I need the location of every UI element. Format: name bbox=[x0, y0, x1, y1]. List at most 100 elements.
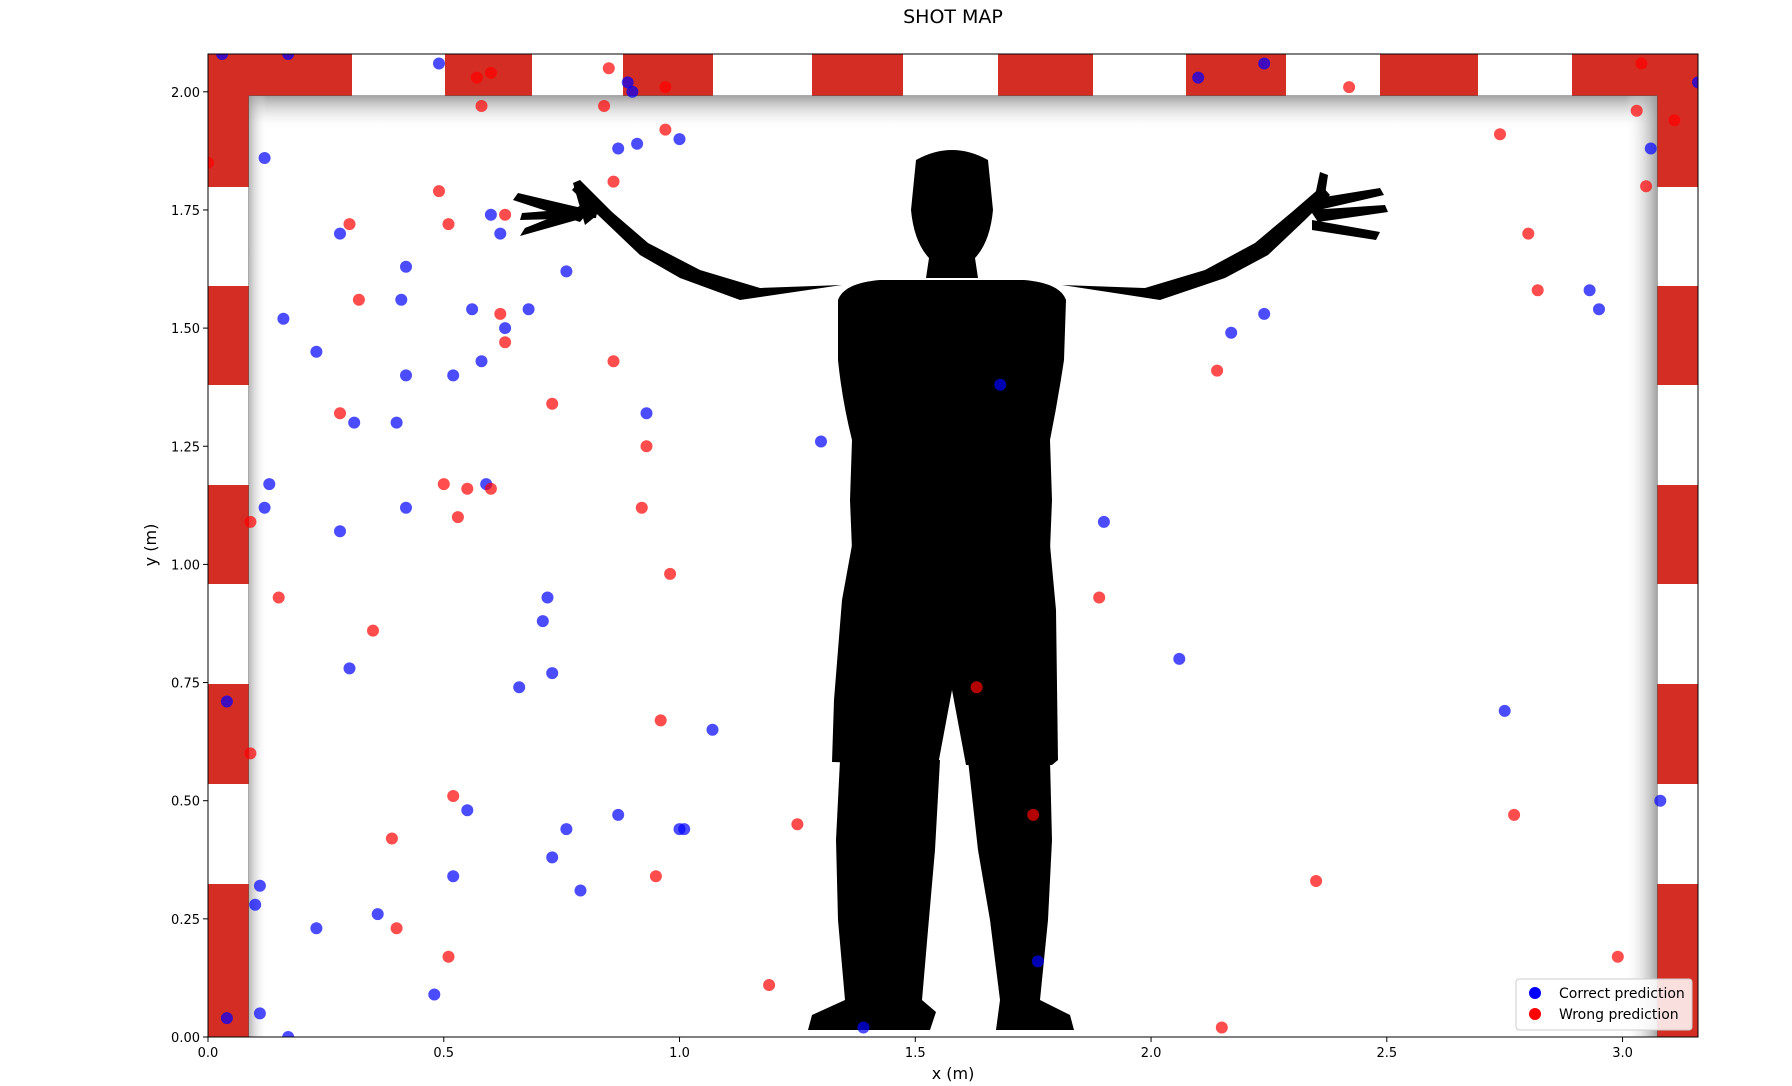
correct-prediction-point bbox=[277, 312, 290, 325]
wrong-prediction-point bbox=[1640, 180, 1653, 193]
x-tick-label: 1.0 bbox=[669, 1046, 690, 1061]
correct-prediction-point bbox=[220, 695, 233, 708]
wrong-prediction-point bbox=[334, 407, 346, 420]
correct-prediction-point bbox=[522, 303, 535, 316]
correct-prediction-point bbox=[994, 378, 1007, 391]
correct-prediction-point bbox=[371, 908, 384, 921]
wrong-prediction-point bbox=[640, 440, 653, 453]
correct-prediction-point bbox=[673, 133, 686, 146]
y-tick-label: 1.25 bbox=[171, 440, 200, 455]
legend-label-correct: Correct prediction bbox=[1559, 986, 1685, 1002]
wrong-prediction-point bbox=[1093, 591, 1106, 604]
x-tick-label: 3.0 bbox=[1612, 1046, 1633, 1061]
wrong-prediction-point bbox=[607, 355, 620, 368]
correct-prediction-point bbox=[612, 808, 625, 821]
wrong-prediction-point bbox=[343, 218, 356, 231]
wrong-prediction-point bbox=[1508, 808, 1521, 821]
x-axis-label: x (m) bbox=[932, 1064, 975, 1083]
correct-prediction-point bbox=[400, 501, 412, 514]
correct-prediction-point bbox=[626, 85, 639, 98]
correct-prediction-point bbox=[1258, 57, 1271, 70]
wrong-prediction-point bbox=[1635, 57, 1648, 70]
correct-prediction-point bbox=[494, 227, 507, 240]
wrong-prediction-point bbox=[763, 979, 776, 991]
wrong-prediction-point bbox=[499, 208, 512, 221]
wrong-prediction-point bbox=[1310, 875, 1323, 887]
wrong-prediction-point bbox=[437, 478, 450, 491]
correct-prediction-point bbox=[484, 208, 497, 221]
wrong-prediction-point bbox=[272, 591, 285, 604]
y-axis-label: y (m) bbox=[141, 524, 160, 567]
right-post-stripe bbox=[1657, 286, 1698, 385]
correct-prediction-point bbox=[334, 525, 346, 538]
crossbar-stripe bbox=[812, 54, 903, 96]
right-post-stripe bbox=[1657, 485, 1698, 584]
wrong-prediction-point bbox=[433, 185, 445, 198]
legend-label-wrong: Wrong prediction bbox=[1559, 1007, 1679, 1023]
correct-prediction-point bbox=[1225, 326, 1238, 339]
wrong-prediction-point bbox=[208, 156, 214, 169]
correct-prediction-point bbox=[282, 54, 295, 60]
correct-prediction-point bbox=[1031, 955, 1044, 968]
correct-prediction-point bbox=[390, 416, 403, 429]
goalkeeper-silhouette bbox=[513, 150, 1388, 1030]
wrong-prediction-point bbox=[659, 123, 672, 136]
wrong-prediction-point bbox=[598, 100, 611, 112]
wrong-prediction-point bbox=[367, 624, 379, 637]
correct-prediction-point bbox=[857, 1021, 870, 1034]
correct-prediction-point bbox=[310, 922, 323, 935]
wrong-prediction-point bbox=[244, 747, 257, 760]
right-post-stripe bbox=[1657, 684, 1698, 784]
wrong-prediction-point bbox=[385, 832, 398, 845]
correct-prediction-point bbox=[220, 1012, 233, 1025]
correct-prediction-point bbox=[216, 54, 229, 60]
correct-prediction-point bbox=[574, 884, 587, 897]
correct-prediction-point bbox=[1498, 704, 1511, 717]
y-tick-label: 2.00 bbox=[171, 86, 200, 101]
wrong-prediction-point bbox=[1531, 284, 1544, 297]
correct-prediction-point bbox=[560, 265, 573, 278]
y-tick-label: 0.25 bbox=[171, 913, 200, 928]
y-tick-label: 1.00 bbox=[171, 558, 200, 573]
correct-prediction-point bbox=[348, 416, 361, 429]
wrong-prediction-point bbox=[791, 818, 804, 831]
wrong-prediction-point bbox=[1668, 114, 1681, 127]
correct-prediction-point bbox=[263, 478, 276, 491]
wrong-prediction-point bbox=[664, 567, 677, 580]
wrong-prediction-point bbox=[442, 950, 455, 963]
plot-area bbox=[208, 54, 1698, 1037]
wrong-prediction-point bbox=[1630, 104, 1643, 117]
crossbar-stripe bbox=[998, 54, 1093, 96]
correct-prediction-point bbox=[1097, 515, 1110, 528]
y-tick-label: 0.00 bbox=[171, 1031, 200, 1046]
correct-prediction-point bbox=[1692, 76, 1698, 89]
left-post-stripe bbox=[208, 286, 249, 385]
chart-title: SHOT MAP bbox=[903, 6, 1003, 28]
wrong-prediction-point bbox=[654, 714, 667, 727]
plot-frame bbox=[207, 53, 1699, 1038]
wrong-prediction-point bbox=[1211, 364, 1224, 377]
left-post-stripe bbox=[208, 884, 249, 1037]
wrong-prediction-point bbox=[494, 307, 507, 320]
correct-prediction-point bbox=[249, 898, 262, 911]
wrong-prediction-point bbox=[635, 501, 648, 514]
correct-prediction-point bbox=[631, 137, 644, 150]
correct-prediction-point bbox=[253, 1007, 266, 1020]
wrong-prediction-point bbox=[970, 681, 983, 694]
correct-prediction-point bbox=[433, 57, 445, 70]
wrong-prediction-point bbox=[1522, 227, 1535, 240]
y-tick-label: 0.75 bbox=[171, 677, 200, 692]
correct-prediction-point bbox=[815, 435, 827, 448]
correct-prediction-point bbox=[612, 142, 625, 155]
legend: Correct prediction Wrong prediction bbox=[1515, 978, 1693, 1031]
correct-prediction-point bbox=[541, 591, 554, 604]
wrong-prediction-point bbox=[447, 790, 460, 802]
wrong-prediction-point bbox=[607, 175, 620, 188]
wrong-prediction-point bbox=[470, 71, 483, 84]
y-tick-label: 1.50 bbox=[171, 322, 200, 337]
x-tick-label: 2.5 bbox=[1376, 1046, 1397, 1061]
wrong-prediction-point bbox=[1494, 128, 1506, 141]
correct-prediction-point bbox=[282, 1031, 295, 1037]
wrong-prediction-point bbox=[390, 922, 403, 935]
x-tick-label: 0.0 bbox=[198, 1046, 219, 1061]
